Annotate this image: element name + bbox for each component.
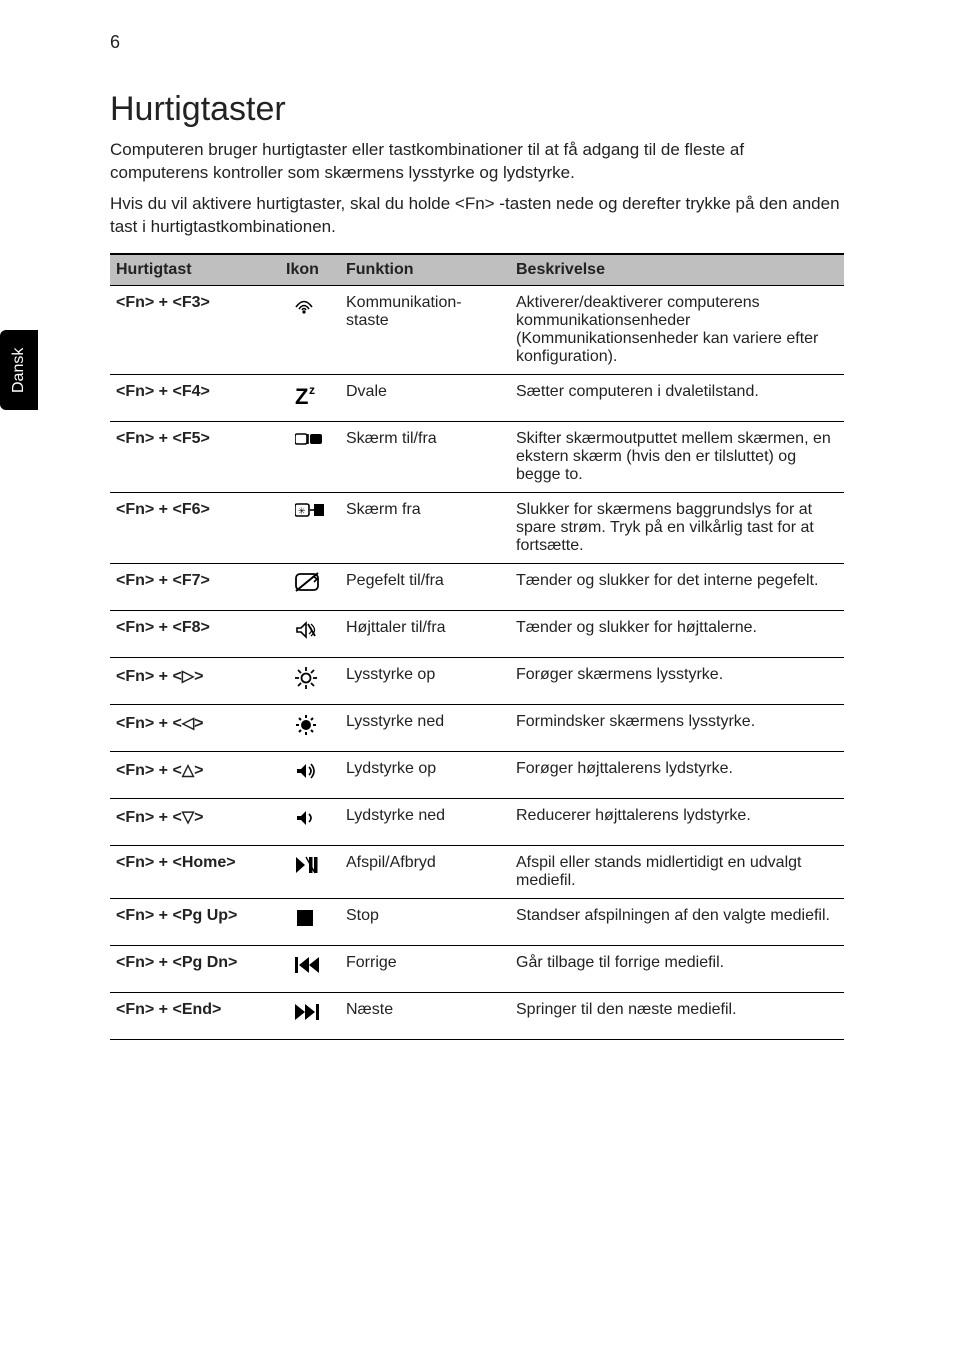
function-cell: Forrige: [340, 945, 510, 992]
description-cell: Tænder og slukker for højttalerne.: [510, 610, 844, 657]
hotkey-cell: <Fn> + <◁>: [110, 704, 280, 751]
description-cell: Tænder og slukker for det interne pegefe…: [510, 563, 844, 610]
hotkey-cell: <Fn> + <F4>: [110, 374, 280, 421]
function-cell: Skærm fra: [340, 492, 510, 563]
function-cell: Lysstyrke ned: [340, 704, 510, 751]
table-header-row: Hurtigtast Ikon Funktion Beskrivelse: [110, 254, 844, 286]
hotkey-cell: <Fn> + <Home>: [110, 845, 280, 898]
table-row: <Fn> + <Pg Up> StopStandser afspilningen …: [110, 898, 844, 945]
function-cell: Pegefelt til/fra: [340, 563, 510, 610]
description-cell: Slukker for skærmens baggrundslys for at…: [510, 492, 844, 563]
table-row: <Fn> + <F8> Højttaler til/fraTænder og sl…: [110, 610, 844, 657]
touchpad-icon: [280, 563, 340, 610]
table-row: <Fn> + <▷> Lysstyrke opForøger skærmens l…: [110, 657, 844, 704]
description-cell: Forøger højttalerens lydstyrke.: [510, 751, 844, 798]
next-track-icon: [280, 992, 340, 1039]
th-hotkey: Hurtigtast: [110, 254, 280, 286]
table-row: <Fn> + <△> Lydstyrke opForøger højttalere…: [110, 751, 844, 798]
volume-down-icon: [280, 798, 340, 845]
table-row: <Fn> + <F6> Skærm fraSlukker for skærmens…: [110, 492, 844, 563]
table-row: <Fn> + <F7> Pegefelt til/fraTænder og slu…: [110, 563, 844, 610]
description-cell: Aktiverer/deaktiverer computerens kommun…: [510, 285, 844, 374]
function-cell: Næste: [340, 992, 510, 1039]
wireless-icon: [280, 285, 340, 374]
function-cell: Kommunikation-staste: [340, 285, 510, 374]
th-desc: Beskrivelse: [510, 254, 844, 286]
description-cell: Formindsker skærmens lysstyrke.: [510, 704, 844, 751]
table-row: <Fn> + <Pg Dn> ForrigeGår tilbage til for…: [110, 945, 844, 992]
hotkey-cell: <Fn> + <End>: [110, 992, 280, 1039]
hotkey-cell: <Fn> + <F7>: [110, 563, 280, 610]
description-cell: Afspil eller stands midlertidigt en udva…: [510, 845, 844, 898]
page-title: Hurtigtaster: [110, 90, 844, 129]
description-cell: Forøger skærmens lysstyrke.: [510, 657, 844, 704]
intro-paragraph-1: Computeren bruger hurtigtaster eller tas…: [110, 139, 844, 185]
stop-icon: [280, 898, 340, 945]
hotkeys-table: Hurtigtast Ikon Funktion Beskrivelse <Fn…: [110, 253, 844, 1040]
th-icon: Ikon: [280, 254, 340, 286]
function-cell: Højttaler til/fra: [340, 610, 510, 657]
function-cell: Lydstyrke op: [340, 751, 510, 798]
function-cell: Skærm til/fra: [340, 421, 510, 492]
description-cell: Skifter skærmoutputtet mellem skærmen, e…: [510, 421, 844, 492]
language-tab: Dansk: [0, 330, 38, 410]
brightness-up-icon: [280, 657, 340, 704]
function-cell: Afspil/Afbryd: [340, 845, 510, 898]
page-number: 6: [110, 32, 120, 53]
table-row: <Fn> + <Home> Afspil/AfbrydAfspil eller s…: [110, 845, 844, 898]
th-function: Funktion: [340, 254, 510, 286]
table-row: <Fn> + <End> NæsteSpringer til den næste …: [110, 992, 844, 1039]
function-cell: Dvale: [340, 374, 510, 421]
display-toggle-icon: [280, 421, 340, 492]
volume-up-icon: [280, 751, 340, 798]
sleep-icon: [280, 374, 340, 421]
brightness-down-icon: [280, 704, 340, 751]
hotkey-cell: <Fn> + <F5>: [110, 421, 280, 492]
play-pause-icon: [280, 845, 340, 898]
table-row: <Fn> + <F3> Kommunikation-stasteAktiverer…: [110, 285, 844, 374]
description-cell: Går tilbage til forrige mediefil.: [510, 945, 844, 992]
previous-track-icon: [280, 945, 340, 992]
description-cell: Sætter computeren i dvaletilstand.: [510, 374, 844, 421]
function-cell: Lysstyrke op: [340, 657, 510, 704]
hotkey-cell: <Fn> + <F8>: [110, 610, 280, 657]
hotkey-cell: <Fn> + <▽>: [110, 798, 280, 845]
hotkey-cell: <Fn> + <F3>: [110, 285, 280, 374]
hotkey-cell: <Fn> + <▷>: [110, 657, 280, 704]
table-row: <Fn> + <▽> Lydstyrke nedReducerer højttal…: [110, 798, 844, 845]
table-row: <Fn> + <F4> DvaleSætter computeren i dval…: [110, 374, 844, 421]
table-row: <Fn> + <◁> Lysstyrke nedFormindsker skærm…: [110, 704, 844, 751]
table-row: <Fn> + <F5> Skærm til/fraSkifter skærmout…: [110, 421, 844, 492]
description-cell: Springer til den næste mediefil.: [510, 992, 844, 1039]
hotkey-cell: <Fn> + <F6>: [110, 492, 280, 563]
hotkey-cell: <Fn> + <△>: [110, 751, 280, 798]
hotkey-cell: <Fn> + <Pg Up>: [110, 898, 280, 945]
screen-off-icon: [280, 492, 340, 563]
intro-paragraph-2: Hvis du vil aktivere hurtigtaster, skal …: [110, 193, 844, 239]
function-cell: Lydstyrke ned: [340, 798, 510, 845]
description-cell: Standser afspilningen af den valgte medi…: [510, 898, 844, 945]
hotkey-cell: <Fn> + <Pg Dn>: [110, 945, 280, 992]
mute-icon: [280, 610, 340, 657]
description-cell: Reducerer højttalerens lydstyrke.: [510, 798, 844, 845]
function-cell: Stop: [340, 898, 510, 945]
